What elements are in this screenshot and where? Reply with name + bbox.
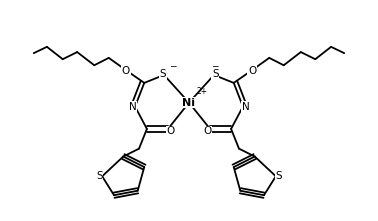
Text: S: S bbox=[275, 171, 282, 181]
Text: O: O bbox=[248, 65, 256, 76]
Text: N: N bbox=[129, 102, 136, 112]
Text: −: − bbox=[211, 61, 219, 70]
Text: O: O bbox=[203, 126, 212, 136]
Text: N: N bbox=[242, 102, 249, 112]
Text: O: O bbox=[166, 126, 175, 136]
Text: S: S bbox=[96, 171, 103, 181]
Text: −: − bbox=[169, 61, 177, 70]
Text: S: S bbox=[160, 69, 166, 80]
Text: S: S bbox=[212, 69, 218, 80]
Text: Ni: Ni bbox=[183, 98, 195, 108]
Text: 2+: 2+ bbox=[197, 87, 208, 96]
Text: O: O bbox=[122, 65, 130, 76]
